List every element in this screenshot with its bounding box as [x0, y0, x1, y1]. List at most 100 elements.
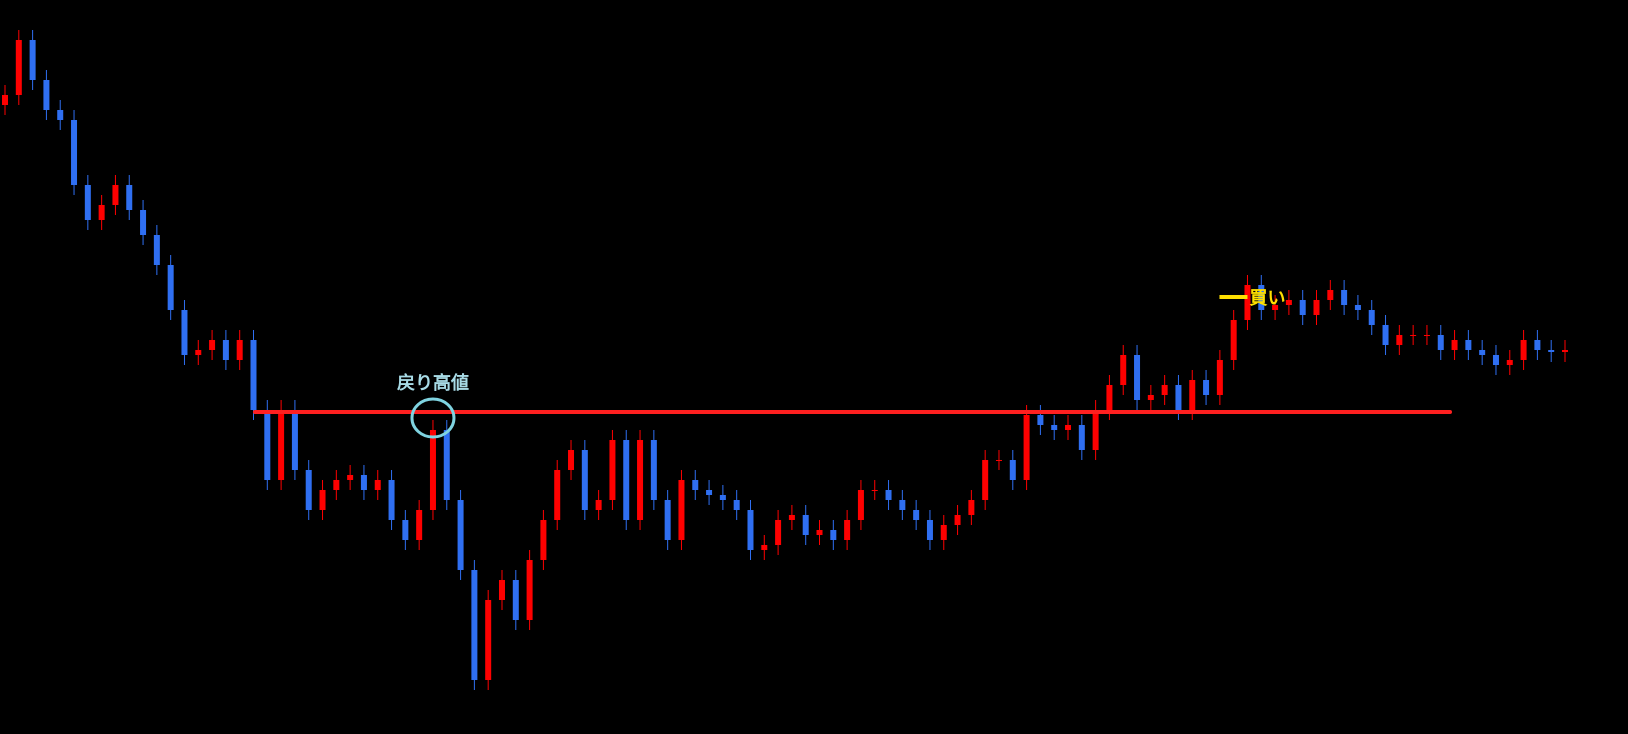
candle-body — [1230, 320, 1237, 360]
highlight-circle — [410, 397, 456, 439]
candle-body — [416, 510, 423, 540]
candle-body — [940, 525, 947, 540]
candle-body — [195, 350, 202, 355]
candle-body — [153, 235, 160, 265]
candle-body — [609, 440, 616, 500]
candle-body — [1009, 460, 1016, 480]
candle-body — [1341, 290, 1348, 305]
candle-body — [1548, 350, 1555, 352]
candle-body — [995, 460, 1002, 461]
candle-body — [1313, 300, 1320, 315]
candle-body — [429, 430, 436, 510]
candle-body — [664, 500, 671, 540]
candle-body — [788, 515, 795, 520]
candle-body — [761, 545, 768, 550]
candle-body — [140, 210, 147, 235]
candle-body — [747, 510, 754, 550]
candle-body — [333, 480, 340, 490]
candle-body — [1479, 350, 1486, 355]
candle-body — [43, 80, 50, 110]
candle-body — [1423, 335, 1430, 336]
candle-body — [1465, 340, 1472, 350]
candle-body — [1120, 355, 1127, 385]
candle-body — [1216, 360, 1223, 395]
candle-body — [623, 440, 630, 520]
candle-body — [526, 560, 533, 620]
candle-body — [844, 520, 851, 540]
candle-body — [1106, 385, 1113, 410]
candle-body — [360, 475, 367, 490]
candle-body — [1023, 415, 1030, 480]
candle-body — [1203, 380, 1210, 395]
candle-body — [388, 480, 395, 520]
candle-body — [1147, 395, 1154, 400]
candle-body — [540, 520, 547, 560]
candle-body — [15, 40, 22, 95]
candle-body — [471, 570, 478, 680]
candle-body — [581, 450, 588, 510]
candle-body — [1092, 410, 1099, 450]
candle-body — [1506, 360, 1513, 365]
candle-body — [209, 340, 216, 350]
candle-body — [57, 110, 64, 120]
candle-body — [1327, 290, 1334, 300]
candle-body — [830, 530, 837, 540]
candle-body — [1065, 425, 1072, 430]
candle-body — [1244, 285, 1251, 320]
candle-body — [84, 185, 91, 220]
candle-body — [706, 490, 713, 495]
candle-body — [1492, 355, 1499, 365]
candle-body — [264, 410, 271, 480]
candle-body — [1078, 425, 1085, 450]
candle-body — [278, 410, 285, 480]
candle-body — [871, 490, 878, 491]
candle-body — [1520, 340, 1527, 360]
candle-body — [1272, 305, 1279, 310]
candle-body — [595, 500, 602, 510]
candle-body — [319, 490, 326, 510]
candle-body — [733, 500, 740, 510]
candle-body — [1562, 350, 1568, 352]
candle-body — [1175, 385, 1182, 410]
level-annotation: 戻り高値 — [397, 372, 469, 394]
candle-body — [650, 440, 657, 500]
candle-body — [71, 120, 78, 185]
candle-body — [1534, 340, 1541, 350]
candle-body — [443, 430, 450, 500]
candle-body — [1285, 300, 1292, 305]
candle-body — [1451, 340, 1458, 350]
candle-body — [347, 475, 354, 480]
candle-body — [1051, 425, 1058, 430]
candle-body — [374, 480, 381, 490]
candle-body — [1258, 285, 1265, 310]
candle-body — [1396, 335, 1403, 345]
candle-body — [512, 580, 519, 620]
candle-body — [1161, 385, 1168, 395]
candle-body — [816, 530, 823, 535]
signal-label: 買い — [1249, 288, 1285, 309]
candle-body — [982, 460, 989, 500]
candle-body — [126, 185, 133, 210]
candle-body — [1354, 305, 1361, 310]
candle-body — [775, 520, 782, 545]
candle-body — [968, 500, 975, 515]
candle-body — [167, 265, 174, 310]
candle-body — [802, 515, 809, 535]
candle-body — [954, 515, 961, 525]
candle-body — [485, 600, 492, 680]
candle-body — [1368, 310, 1375, 325]
candle-body — [692, 480, 699, 490]
candle-body — [457, 500, 464, 570]
candle-body — [98, 205, 105, 220]
candle-body — [899, 500, 906, 510]
candle-body — [1037, 415, 1044, 425]
candle-body — [1134, 355, 1141, 400]
candle-body — [1189, 380, 1196, 410]
candle-body — [498, 580, 505, 600]
candle-body — [112, 185, 119, 205]
candle-body — [236, 340, 243, 360]
candle-body — [1410, 335, 1417, 336]
candle-body — [885, 490, 892, 500]
candle-body — [291, 410, 298, 470]
